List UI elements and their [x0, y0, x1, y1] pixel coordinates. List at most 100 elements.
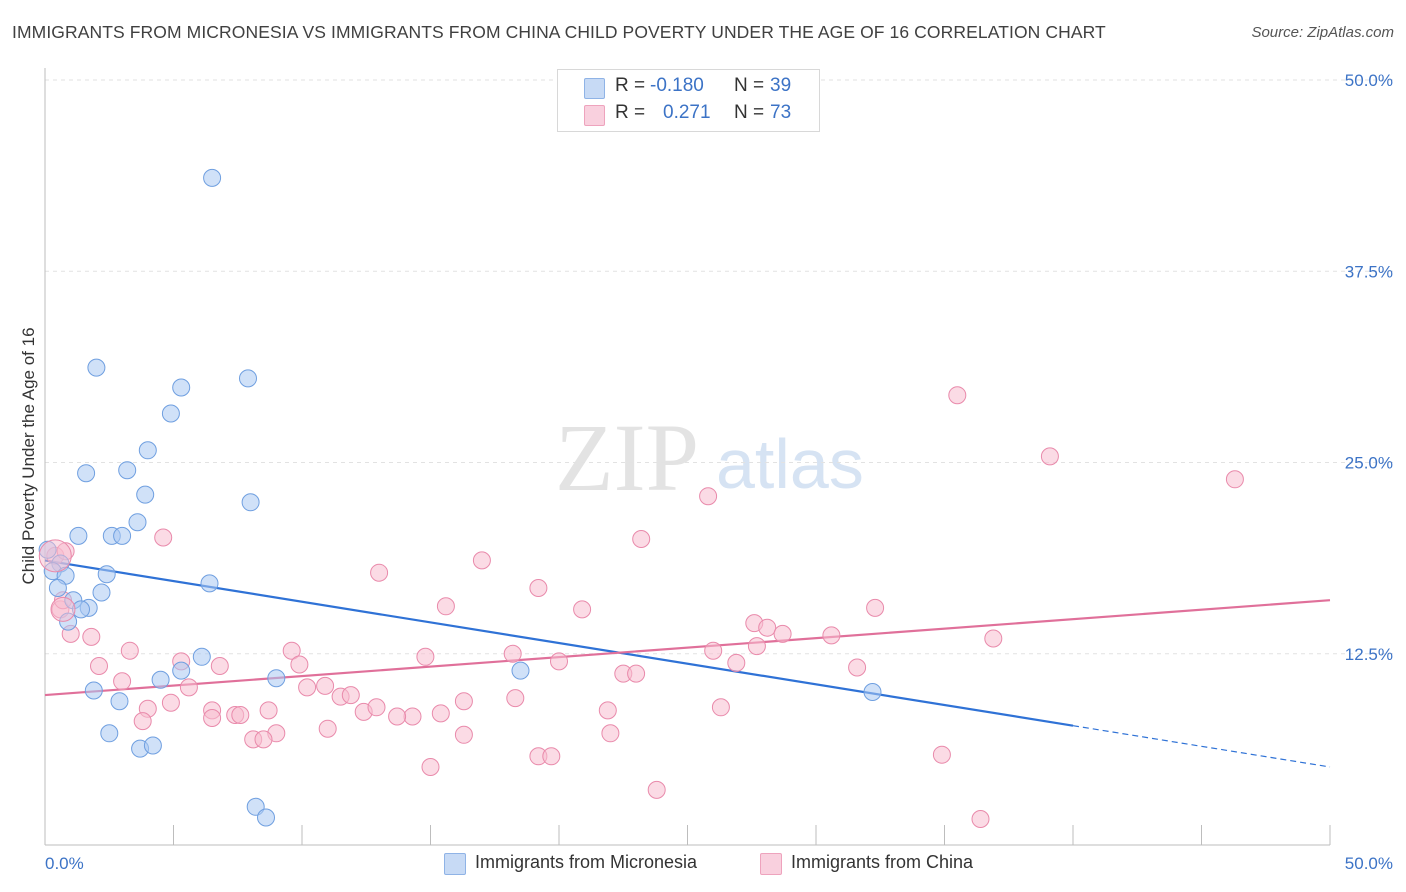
china-point	[822, 626, 841, 645]
china-point	[454, 692, 473, 711]
china-point	[727, 653, 746, 672]
china-point	[416, 647, 435, 666]
correlation-legend: R = -0.180 N = 39 R = 0.271 N = 73	[557, 69, 820, 132]
data-points	[38, 168, 1244, 828]
micronesia-point	[241, 493, 260, 512]
china-point	[203, 709, 222, 727]
china-point	[758, 618, 777, 637]
chart-title: IMMIGRANTS FROM MICRONESIA VS IMMIGRANTS…	[12, 22, 1106, 42]
china-point	[598, 701, 617, 720]
micronesia-point	[143, 736, 162, 755]
china-point	[403, 707, 422, 726]
china-point	[154, 528, 173, 547]
watermark-zip: ZIP	[555, 404, 699, 511]
legend-r-label: R =	[615, 102, 646, 123]
china-point	[747, 637, 766, 656]
micronesia-point	[151, 670, 170, 689]
china-point	[210, 657, 229, 675]
axes	[44, 68, 1331, 846]
micronesia-point	[239, 369, 257, 388]
legend-r-value: 0.271	[663, 102, 711, 123]
china-point	[298, 678, 317, 697]
china-point	[601, 724, 620, 743]
china-point	[472, 551, 491, 570]
micronesia-point	[203, 168, 222, 187]
micronesia-point	[87, 358, 106, 377]
china-point	[341, 686, 360, 705]
legend-swatch-micronesia	[584, 78, 605, 99]
gridlines	[45, 79, 1395, 655]
legend-n-label: N =	[734, 102, 765, 123]
watermark-atlas: atlas	[716, 425, 864, 503]
china-point	[388, 707, 407, 726]
china-point	[848, 658, 867, 677]
micronesia-point	[267, 669, 286, 688]
china-point	[82, 627, 101, 646]
china-point	[454, 725, 473, 744]
china-point	[503, 644, 522, 663]
micronesia-point	[257, 808, 275, 827]
micronesia-point	[863, 683, 882, 701]
china-point	[179, 678, 198, 697]
micronesia-point	[172, 378, 191, 397]
micronesia-point	[200, 574, 219, 593]
china-point	[984, 629, 1003, 648]
china-point	[773, 624, 792, 643]
trend-lines	[44, 559, 1331, 768]
micronesia-trend-extension	[1072, 725, 1331, 768]
micronesia-point	[110, 692, 129, 711]
y-axis-label: Child Poverty Under the Age of 16	[19, 327, 38, 584]
china-point-large	[50, 596, 76, 622]
china-point	[90, 657, 108, 675]
china-point	[254, 730, 273, 749]
micronesia-point	[136, 485, 155, 504]
micronesia-point	[192, 647, 211, 666]
legend-r-label: R =	[615, 75, 646, 96]
china-point	[971, 810, 990, 828]
y-tick-label: 37.5%	[1345, 262, 1393, 281]
china-point	[704, 641, 723, 660]
micronesia-point	[113, 526, 132, 545]
x-tick-label: 0.0%	[45, 854, 84, 873]
china-point	[431, 704, 450, 723]
y-tick-label: 12.5%	[1345, 645, 1393, 664]
tick-labels: 12.5% 25.0% 37.5% 50.0% 0.0% 50.0%	[45, 71, 1393, 873]
china-point	[120, 641, 139, 660]
legend-r-value: -0.180	[650, 75, 704, 96]
micronesia-point	[84, 681, 103, 700]
china-point	[113, 672, 132, 691]
legend-n-label: N =	[734, 75, 765, 96]
china-trend-line	[44, 599, 1331, 697]
micronesia-point	[161, 404, 180, 423]
micronesia-trend-line	[44, 559, 1074, 727]
china-point	[948, 386, 967, 405]
china-point	[1225, 470, 1244, 489]
micronesia-point	[97, 565, 116, 584]
legend-swatch-china	[584, 105, 605, 126]
china-point	[542, 747, 561, 766]
y-tick-label: 50.0%	[1345, 71, 1393, 90]
china-point	[573, 600, 592, 619]
micronesia-point	[92, 583, 111, 602]
china-point	[866, 598, 885, 617]
china-point	[290, 655, 309, 674]
y-tick-label: 25.0%	[1345, 454, 1393, 473]
china-point	[231, 706, 250, 724]
micronesia-point	[100, 724, 119, 743]
micronesia-point	[128, 513, 147, 532]
source-label: Source: ZipAtlas.com	[1251, 24, 1394, 41]
china-point	[421, 758, 440, 776]
x-tick-label: 50.0%	[1345, 854, 1393, 873]
china-point	[550, 652, 568, 671]
china-point	[161, 693, 180, 712]
china-point	[699, 487, 718, 506]
series-swatch-china	[760, 853, 782, 875]
china-point	[632, 530, 651, 548]
china-point	[282, 641, 301, 660]
series-swatch-micronesia	[444, 853, 466, 875]
micronesia-point	[511, 661, 530, 680]
china-point	[529, 579, 548, 597]
watermark: ZIP atlas	[555, 404, 864, 511]
micronesia-point	[69, 526, 88, 545]
